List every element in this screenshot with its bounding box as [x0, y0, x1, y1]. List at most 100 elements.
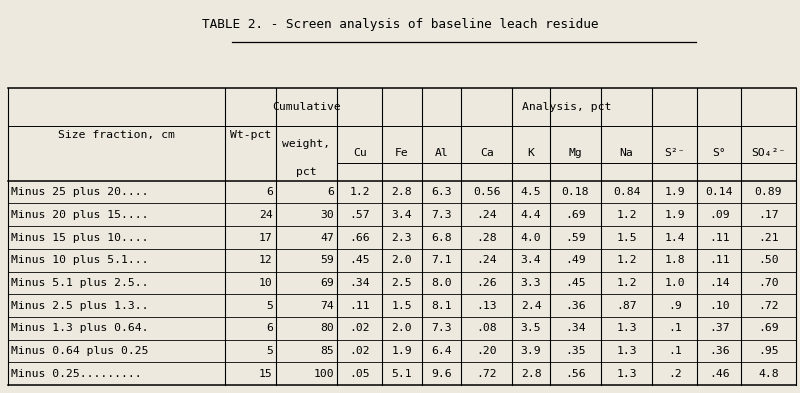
Text: .46: .46: [709, 369, 730, 379]
Text: 2.0: 2.0: [392, 255, 412, 265]
Text: .17: .17: [758, 210, 778, 220]
Text: 6: 6: [327, 187, 334, 197]
Text: 24: 24: [259, 210, 273, 220]
Text: 1.9: 1.9: [665, 187, 685, 197]
Text: Na: Na: [620, 148, 634, 158]
Text: 6: 6: [266, 187, 273, 197]
Text: 1.9: 1.9: [392, 346, 412, 356]
Text: 5: 5: [266, 301, 273, 311]
Text: .26: .26: [476, 278, 497, 288]
Text: 6: 6: [266, 323, 273, 333]
Text: 8.0: 8.0: [431, 278, 452, 288]
Text: .69: .69: [565, 210, 586, 220]
Text: Minus 10 plus 5.1...: Minus 10 plus 5.1...: [11, 255, 149, 265]
Text: Minus 0.25.........: Minus 0.25.........: [11, 369, 142, 379]
Text: .69: .69: [758, 323, 778, 333]
Text: Analysis, pct: Analysis, pct: [522, 102, 611, 112]
Text: 3.4: 3.4: [521, 255, 542, 265]
Text: 47: 47: [320, 233, 334, 242]
Text: 3.3: 3.3: [521, 278, 542, 288]
Text: 1.5: 1.5: [616, 233, 637, 242]
Text: 0.14: 0.14: [706, 187, 733, 197]
Text: .08: .08: [476, 323, 497, 333]
Text: 7.1: 7.1: [431, 255, 452, 265]
Text: 69: 69: [320, 278, 334, 288]
Text: 6.3: 6.3: [431, 187, 452, 197]
Text: Minus 2.5 plus 1.3..: Minus 2.5 plus 1.3..: [11, 301, 149, 311]
Text: 1.3: 1.3: [616, 323, 637, 333]
Text: 2.8: 2.8: [521, 369, 542, 379]
Text: .20: .20: [476, 346, 497, 356]
Text: .87: .87: [616, 301, 637, 311]
Text: 100: 100: [313, 369, 334, 379]
Text: .56: .56: [565, 369, 586, 379]
Text: 1.8: 1.8: [665, 255, 685, 265]
Text: .36: .36: [709, 346, 730, 356]
Text: 2.4: 2.4: [521, 301, 542, 311]
Text: .14: .14: [709, 278, 730, 288]
Text: 15: 15: [259, 369, 273, 379]
Text: .50: .50: [758, 255, 778, 265]
Text: .11: .11: [709, 233, 730, 242]
Text: Ca: Ca: [480, 148, 494, 158]
Text: .1: .1: [668, 323, 682, 333]
Text: .49: .49: [565, 255, 586, 265]
Text: Minus 15 plus 10....: Minus 15 plus 10....: [11, 233, 149, 242]
Text: Minus 20 plus 15....: Minus 20 plus 15....: [11, 210, 149, 220]
Text: .9: .9: [668, 301, 682, 311]
Text: .09: .09: [709, 210, 730, 220]
Text: .72: .72: [758, 301, 778, 311]
Text: 85: 85: [320, 346, 334, 356]
Text: Minus 1.3 plus 0.64.: Minus 1.3 plus 0.64.: [11, 323, 149, 333]
Text: .02: .02: [350, 346, 370, 356]
Text: S°: S°: [712, 148, 726, 158]
Text: 17: 17: [259, 233, 273, 242]
Text: 1.3: 1.3: [616, 346, 637, 356]
Text: .21: .21: [758, 233, 778, 242]
Text: .36: .36: [565, 301, 586, 311]
Text: Fe: Fe: [395, 148, 409, 158]
Text: .34: .34: [565, 323, 586, 333]
Text: Minus 5.1 plus 2.5..: Minus 5.1 plus 2.5..: [11, 278, 149, 288]
Text: 9.6: 9.6: [431, 369, 452, 379]
Text: 2.3: 2.3: [392, 233, 412, 242]
Text: .70: .70: [758, 278, 778, 288]
Text: 1.5: 1.5: [392, 301, 412, 311]
Text: .95: .95: [758, 346, 778, 356]
Text: 5.1: 5.1: [392, 369, 412, 379]
Text: .45: .45: [565, 278, 586, 288]
Text: 1.2: 1.2: [616, 210, 637, 220]
Text: .11: .11: [709, 255, 730, 265]
Text: 0.84: 0.84: [613, 187, 640, 197]
Text: .11: .11: [350, 301, 370, 311]
Text: .35: .35: [565, 346, 586, 356]
Text: 4.8: 4.8: [758, 369, 778, 379]
Text: 1.3: 1.3: [616, 369, 637, 379]
Text: S²⁻: S²⁻: [665, 148, 685, 158]
Text: K: K: [527, 148, 534, 158]
Text: 7.3: 7.3: [431, 210, 452, 220]
Text: 30: 30: [320, 210, 334, 220]
Text: .2: .2: [668, 369, 682, 379]
Text: .13: .13: [476, 301, 497, 311]
Text: 1.2: 1.2: [616, 278, 637, 288]
Text: TABLE 2. - Screen analysis of baseline leach residue: TABLE 2. - Screen analysis of baseline l…: [202, 18, 598, 31]
Text: 74: 74: [320, 301, 334, 311]
Text: .10: .10: [709, 301, 730, 311]
Text: 8.1: 8.1: [431, 301, 452, 311]
Text: .24: .24: [476, 210, 497, 220]
Text: 2.0: 2.0: [392, 323, 412, 333]
Text: Wt-pct: Wt-pct: [230, 130, 271, 140]
Text: 1.2: 1.2: [616, 255, 637, 265]
Text: Size fraction, cm: Size fraction, cm: [58, 130, 174, 140]
Text: .45: .45: [350, 255, 370, 265]
Text: .59: .59: [565, 233, 586, 242]
Text: 3.9: 3.9: [521, 346, 542, 356]
Text: 1.2: 1.2: [350, 187, 370, 197]
Text: .34: .34: [350, 278, 370, 288]
Text: 6.8: 6.8: [431, 233, 452, 242]
Text: 5: 5: [266, 346, 273, 356]
Text: weight,: weight,: [282, 140, 330, 149]
Text: 1.0: 1.0: [665, 278, 685, 288]
Text: 4.4: 4.4: [521, 210, 542, 220]
